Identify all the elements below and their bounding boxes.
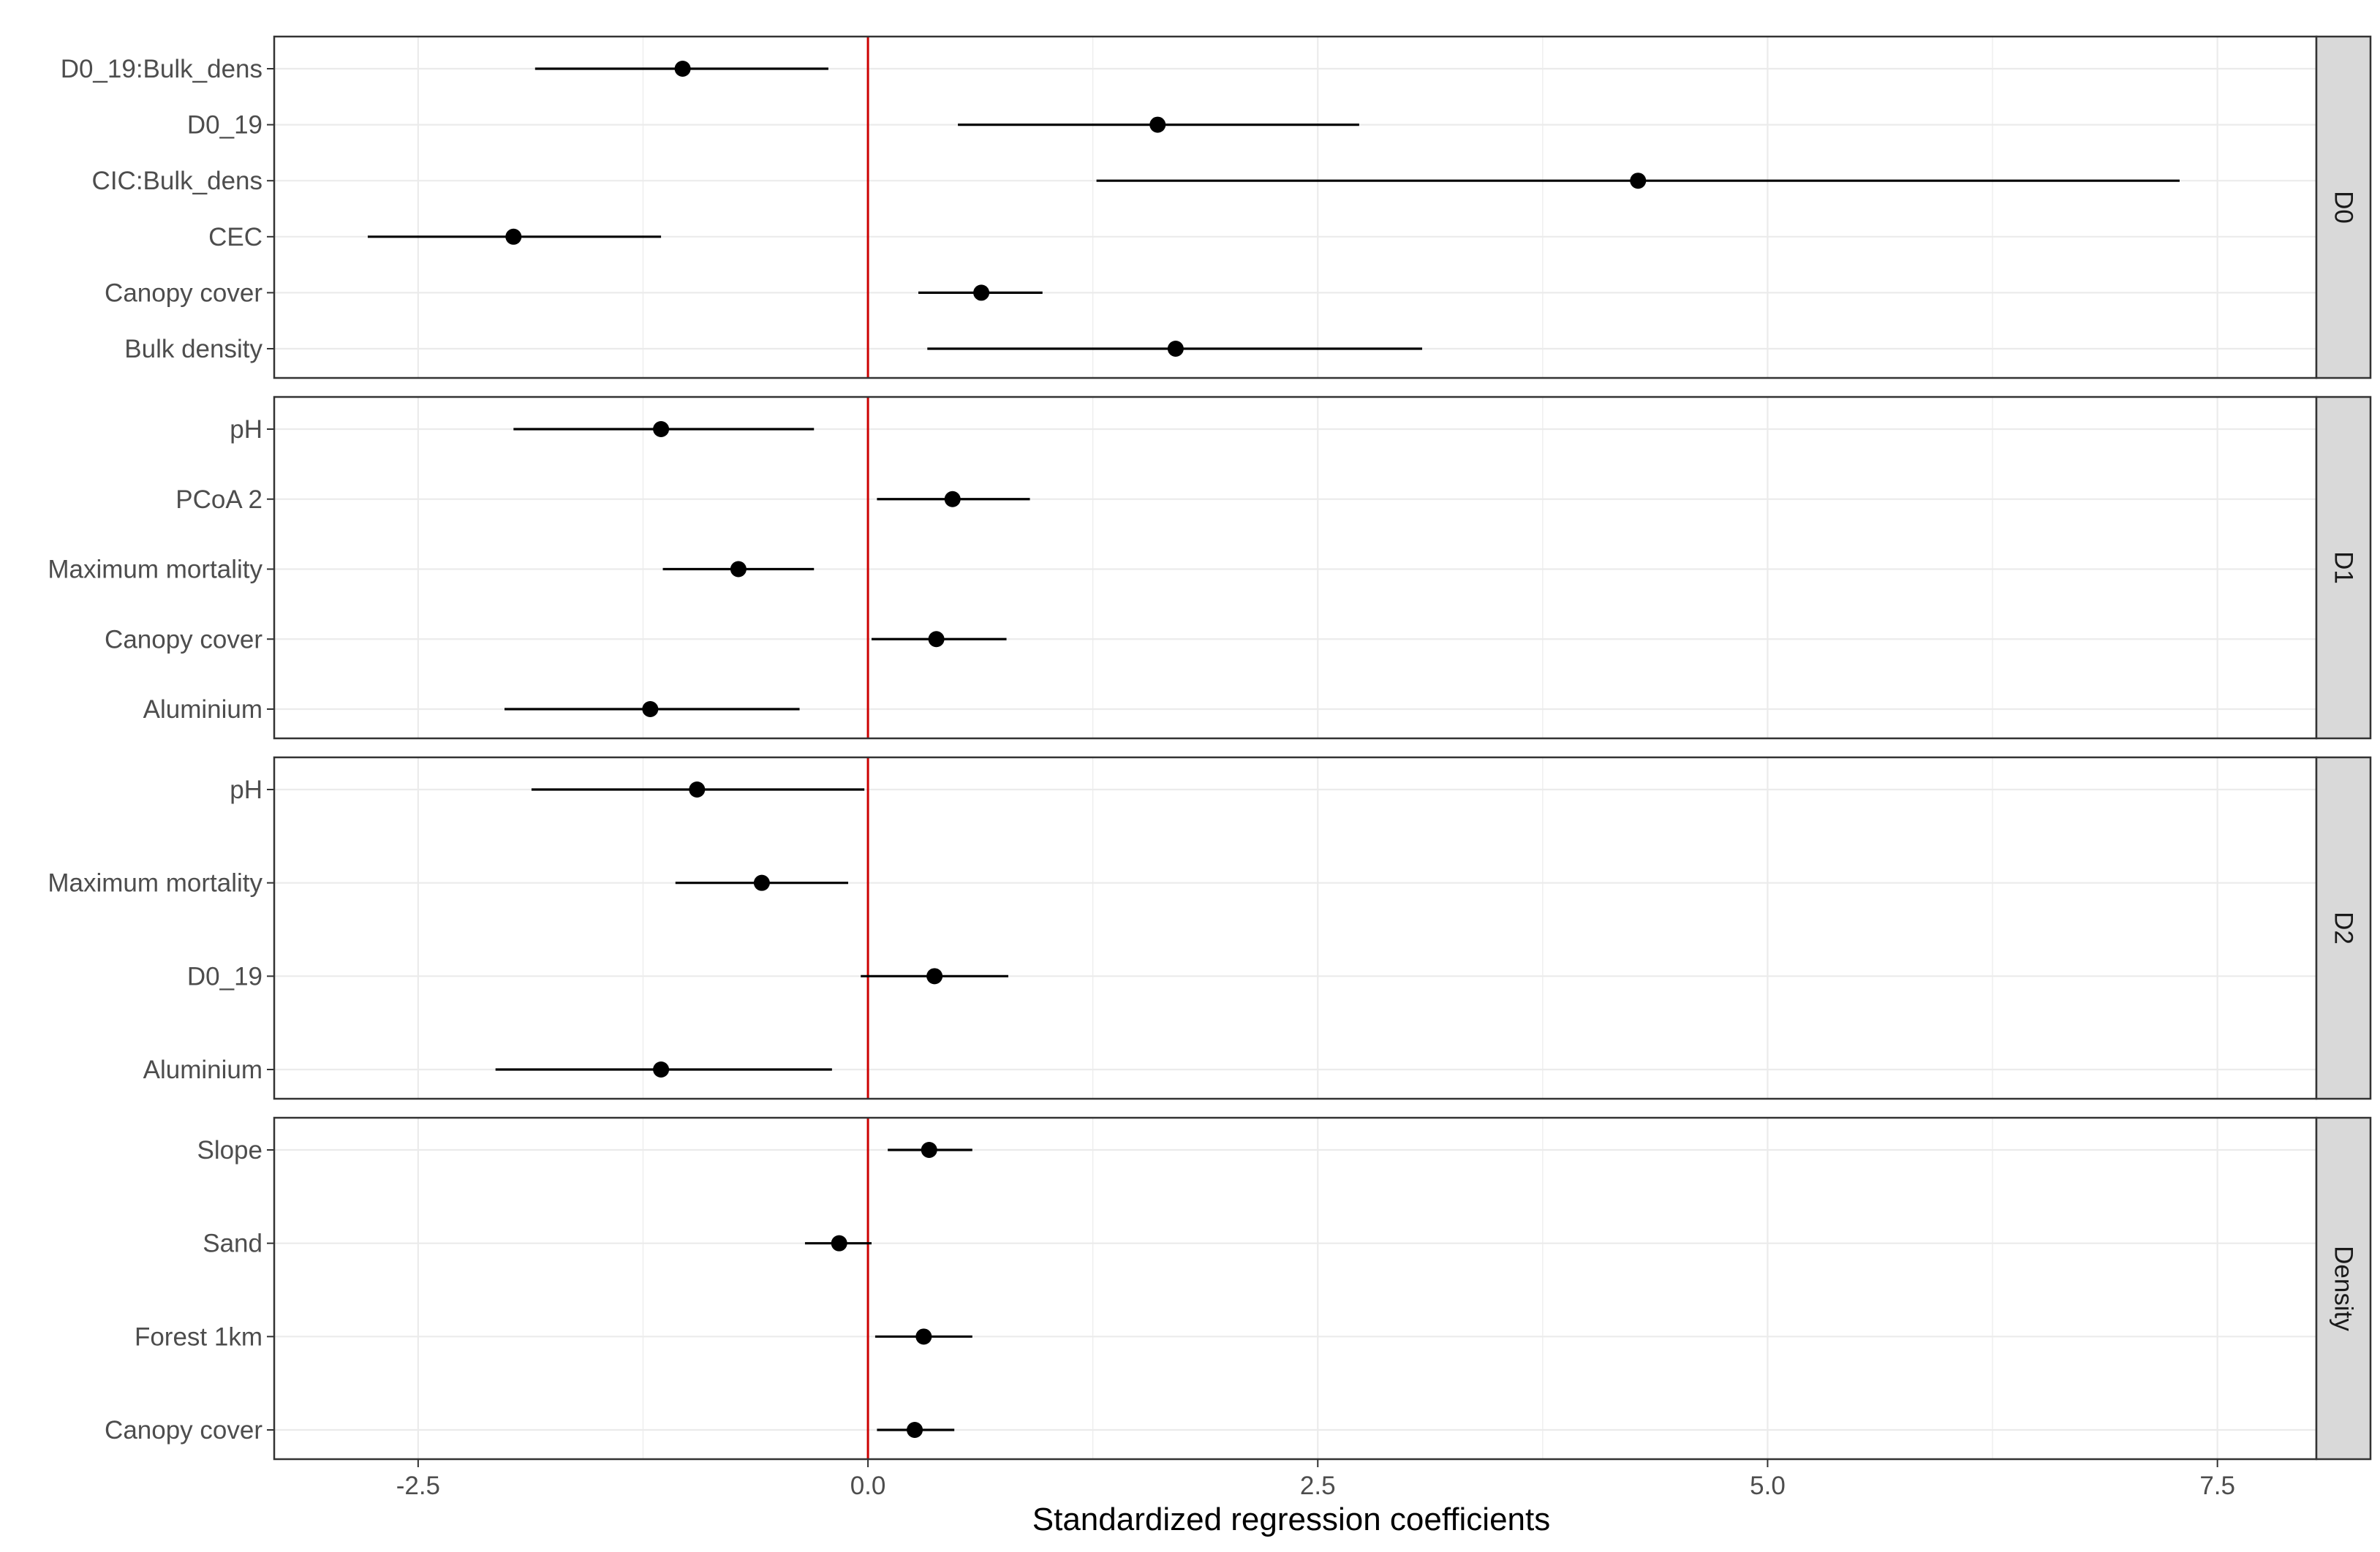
x-tick-label: 2.5 [1300, 1472, 1336, 1500]
coefficient-point [653, 1061, 670, 1078]
panel-background [274, 397, 2316, 738]
y-tick-label: Bulk density [124, 335, 262, 363]
panel-background [274, 757, 2316, 1099]
coefficient-point [973, 284, 990, 301]
coefficient-point [921, 1142, 937, 1158]
y-tick-label: D0_19 [187, 111, 262, 140]
y-tick-label: Sand [203, 1230, 262, 1258]
facet-strip-label: D0 [2330, 191, 2358, 224]
y-tick-label: CIC:Bulk_dens [92, 167, 262, 195]
y-tick-label: Canopy cover [105, 625, 262, 654]
x-tick-label: -2.5 [396, 1472, 440, 1500]
y-tick-label: Canopy cover [105, 279, 262, 307]
facet-strip [2315, 1116, 2372, 1461]
coefficient-point [928, 631, 945, 648]
coefficient-point [642, 701, 659, 717]
coefficient-point [915, 1328, 932, 1345]
coefficient-point [674, 61, 691, 77]
coefficient-point [1630, 173, 1647, 189]
y-tick-label: PCoA 2 [175, 485, 262, 514]
x-tick-label: 7.5 [2199, 1472, 2235, 1500]
y-tick-label: Aluminium [143, 695, 262, 724]
coefficient-point [689, 781, 706, 798]
y-tick-label: Forest 1km [135, 1322, 262, 1351]
panel-background [274, 1118, 2316, 1459]
y-tick-label: Slope [197, 1136, 262, 1165]
coefficient-point [1167, 341, 1184, 357]
y-tick-label: Canopy cover [105, 1416, 262, 1445]
y-tick-label: Aluminium [143, 1056, 262, 1084]
coefficient-point [653, 421, 670, 437]
facet-strip [2315, 756, 2372, 1100]
coefficient-point [505, 228, 522, 245]
facet-strip-label: Density [2330, 1246, 2358, 1331]
coefficient-point [753, 874, 770, 891]
y-tick-label: D0_19:Bulk_dens [61, 55, 262, 83]
coefficient-point [831, 1235, 847, 1252]
y-tick-label: Maximum mortality [48, 556, 262, 584]
x-tick-label: 0.0 [850, 1472, 886, 1500]
facet-strip [2315, 395, 2372, 740]
facet-strip-label: D2 [2330, 912, 2358, 945]
coefficient-point [730, 561, 747, 578]
panel-background [274, 37, 2316, 378]
coefficient-point [944, 491, 961, 507]
x-tick-label: 5.0 [1750, 1472, 1786, 1500]
coefficient-point [926, 968, 943, 985]
coefficient-point [1149, 116, 1166, 133]
facet-strip-label: D1 [2330, 551, 2358, 584]
coefficient-point [907, 1422, 923, 1438]
facet-strip [2315, 35, 2372, 379]
y-tick-label: D0_19 [187, 962, 262, 991]
y-tick-label: pH [230, 415, 262, 444]
y-tick-label: pH [230, 776, 262, 804]
y-tick-label: Maximum mortality [48, 869, 262, 898]
x-axis-title: Standardized regression coefficients [1032, 1502, 1551, 1537]
y-tick-label: CEC [208, 223, 262, 251]
